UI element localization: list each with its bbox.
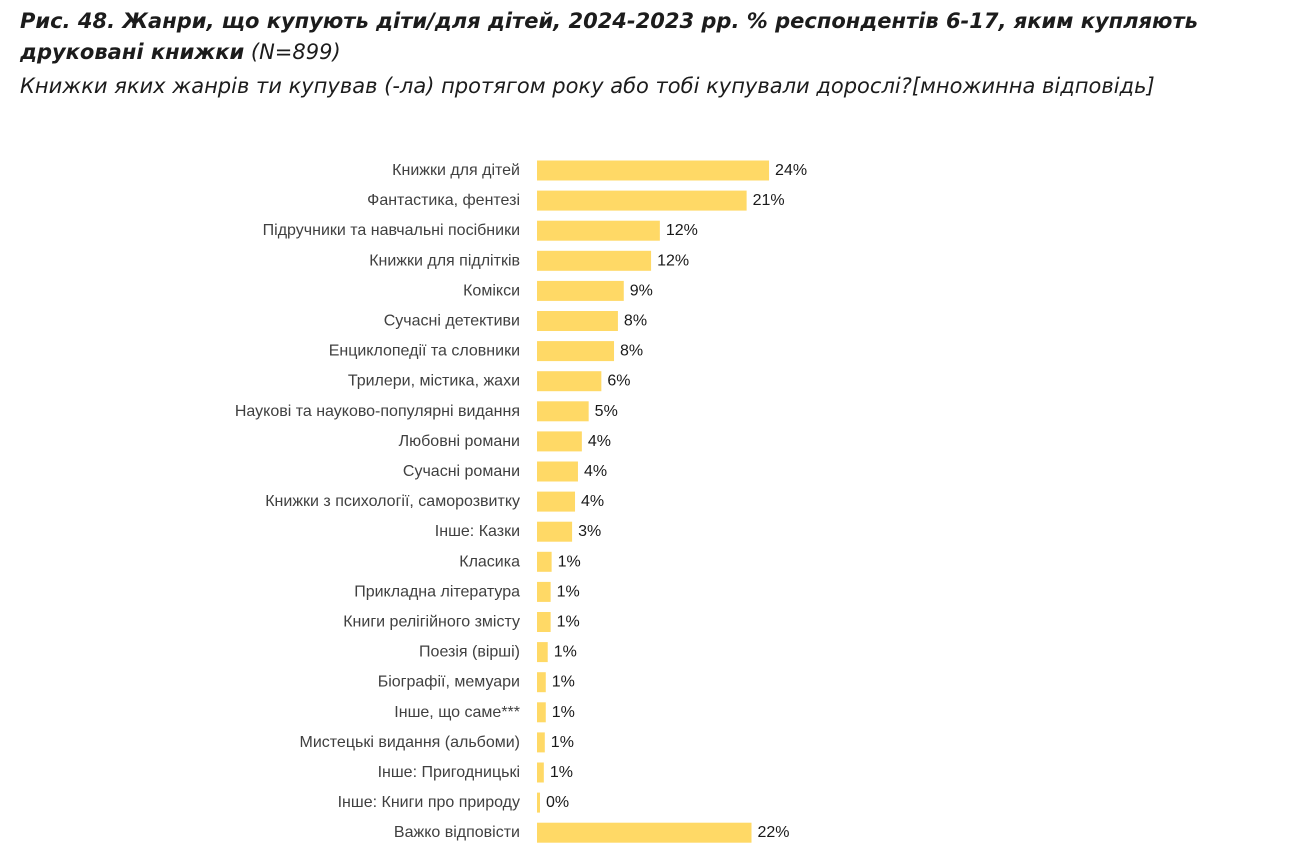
- bar: [537, 732, 545, 753]
- bar-row: Сучасні детективи 8%: [384, 311, 647, 331]
- value-label: 8%: [624, 313, 647, 330]
- category-label: Комікси: [463, 282, 520, 299]
- value-label: 1%: [557, 614, 580, 631]
- value-label: 1%: [557, 583, 580, 600]
- category-label: Класика: [459, 553, 520, 570]
- category-label: Сучасні детективи: [384, 313, 520, 330]
- value-label: 9%: [630, 282, 653, 299]
- bar-row: Підручники та навчальні посібники 12%: [263, 220, 698, 241]
- bar: [537, 371, 602, 392]
- category-label: Інше, що саме***: [394, 704, 520, 721]
- bar: [537, 220, 660, 241]
- category-label: Енциклопедії та словники: [329, 343, 520, 360]
- bar: [537, 250, 652, 271]
- bar: [537, 762, 544, 783]
- value-label: 3%: [578, 523, 601, 540]
- category-label: Книжки для підлітків: [369, 252, 520, 269]
- bar-row: Книги релігійного змісту 1%: [343, 612, 580, 632]
- value-label: 4%: [584, 463, 607, 480]
- category-label: Інше: Пригодницькі: [378, 764, 520, 781]
- bar: [537, 280, 624, 301]
- bar: [537, 581, 551, 602]
- value-label: 5%: [595, 403, 618, 420]
- value-label: 1%: [550, 764, 573, 781]
- value-label: 1%: [552, 704, 575, 721]
- category-label: Поезія (вірші): [419, 644, 520, 661]
- bar: [537, 311, 618, 331]
- value-label: 22%: [758, 824, 790, 841]
- value-label: 8%: [620, 343, 643, 360]
- value-label: 4%: [581, 493, 604, 510]
- category-label: Сучасні романи: [403, 463, 520, 480]
- category-label: Підручники та навчальні посібники: [263, 222, 520, 239]
- bar: [537, 491, 576, 512]
- category-label: Фантастика, фентезі: [367, 192, 520, 209]
- bar: [537, 792, 540, 813]
- category-label: Наукові та науково-популярні видання: [235, 403, 520, 420]
- category-label: Біографії, мемуари: [378, 674, 520, 691]
- bar-row: Мистецькі видання (альбоми) 1%: [300, 732, 574, 753]
- sample-size: (N=899): [250, 40, 341, 64]
- bar: [537, 431, 582, 452]
- bar: [537, 822, 752, 843]
- category-label: Важко відповісти: [394, 824, 520, 841]
- bar-row: Інше: Пригодницькі 1%: [378, 762, 573, 783]
- bar: [537, 461, 578, 482]
- category-label: Книжки з психології, саморозвитку: [265, 493, 520, 510]
- bar-row: Книжки для дітей 24%: [392, 160, 807, 181]
- value-label: 1%: [554, 644, 577, 661]
- value-label: 4%: [588, 433, 611, 450]
- bar: [537, 551, 552, 572]
- bar-row: Книжки для підлітків 12%: [369, 250, 689, 271]
- bar: [537, 642, 548, 663]
- bar-row: Важко відповісти 22%: [394, 822, 790, 843]
- bar-row: Інше: Казки 3%: [435, 521, 601, 542]
- value-label: 6%: [607, 373, 630, 390]
- bar-row: Прикладна література 1%: [354, 581, 580, 602]
- bar-row: Інше, що саме*** 1%: [394, 702, 575, 723]
- value-label: 24%: [775, 162, 807, 179]
- bar: [537, 612, 551, 632]
- bar: [537, 401, 589, 422]
- value-label: 0%: [546, 794, 569, 811]
- bar-row: Фантастика, фентезі 21%: [367, 190, 785, 211]
- bar: [537, 190, 747, 211]
- category-label: Любовні романи: [399, 433, 520, 450]
- category-label: Трилери, містика, жахи: [348, 373, 520, 390]
- category-label: Книги релігійного змісту: [343, 614, 520, 631]
- bar: [537, 160, 770, 181]
- bar-row: Комікси 9%: [463, 280, 653, 301]
- category-label: Інше: Казки: [435, 523, 520, 540]
- value-label: 12%: [657, 252, 689, 269]
- figure-title: Рис. 48. Жанри, що купують діти/для діте…: [20, 9, 1198, 64]
- bar-row: Наукові та науково-популярні видання 5%: [235, 401, 618, 422]
- bar-row: Енциклопедії та словники 8%: [329, 341, 643, 362]
- category-label: Прикладна література: [354, 583, 520, 600]
- value-label: 1%: [551, 734, 574, 751]
- bar: [537, 521, 573, 542]
- bar-row: Любовні романи 4%: [399, 431, 611, 452]
- category-label: Мистецькі видання (альбоми): [300, 734, 521, 751]
- bar-row: Біографії, мемуари 1%: [378, 672, 575, 693]
- bar: [537, 341, 615, 362]
- survey-question: Книжки яких жанрів ти купував (-ла) прот…: [20, 74, 1155, 98]
- value-label: 21%: [753, 192, 785, 209]
- bar-row: Класика 1%: [459, 551, 581, 572]
- bar-row: Поезія (вірші) 1%: [419, 642, 577, 663]
- value-label: 12%: [666, 222, 698, 239]
- category-label: Книжки для дітей: [392, 162, 520, 179]
- bar-row: Інше: Книги про природу 0%: [338, 792, 569, 813]
- bar-row: Трилери, містика, жахи 6%: [348, 371, 630, 392]
- bar-row: Книжки з психології, саморозвитку 4%: [265, 491, 604, 512]
- bar: [537, 672, 546, 693]
- value-label: 1%: [558, 553, 581, 570]
- value-label: 1%: [552, 674, 575, 691]
- category-label: Інше: Книги про природу: [338, 794, 520, 811]
- bar-row: Сучасні романи 4%: [403, 461, 607, 482]
- figure-caption: Рис. 48. Жанри, що купують діти/для діте…: [20, 6, 1270, 68]
- bar: [537, 702, 546, 723]
